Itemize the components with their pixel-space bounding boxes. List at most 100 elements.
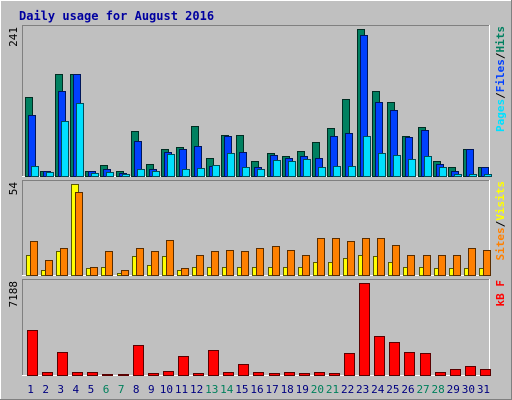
bar-kb-f-day-14 [223,372,234,376]
bar-kb-f-day-3 [57,352,68,376]
x-axis-labels: 1 2 3 4 5 6 7 8 9 10 11 12 13 14 15 16 17 18 19 20 21 22 23 24 2… [27,383,490,396]
bar-kb-f-day-6 [102,374,113,376]
x-tick-label-27: 27 [416,383,429,396]
panel-hits-files-pages: 241 Pages/Files/Hits [7,25,507,177]
bar-kb-f-day-26 [404,352,415,376]
panel-visits-sites: 54 Sites/Visits [7,180,507,276]
bar-sites-day-28 [438,255,446,276]
bar-kb-f-day-28 [435,372,446,376]
x-tick-label-14: 14 [220,383,234,396]
legend-separator: / [494,92,507,99]
bar-kb-f-day-20 [314,372,325,376]
bar-sites-day-29 [453,255,461,276]
bar-pages-day-30 [469,174,477,177]
legend-entry: Pages [494,99,507,132]
bar-kb-f-day-29 [450,369,461,376]
x-tick-label-24: 24 [371,383,385,396]
y-max-label: 241 [7,27,20,47]
bar-kb-f-day-31 [480,369,491,376]
legend-entry: Sites [494,227,507,260]
x-tick-label-6: 6 [103,383,110,396]
x-tick-label-5: 5 [88,383,95,396]
legend-entry: Files [494,59,507,92]
bar-sites-day-19 [302,255,310,276]
x-tick-label-9: 9 [148,383,155,396]
bar-sites-day-24 [377,238,385,276]
x-tick-label-26: 26 [401,383,414,396]
legend-separator: / [494,52,507,59]
chart-title: Daily usage for August 2016 [19,9,214,23]
bar-sites-day-25 [392,245,400,276]
bar-pages-day-25 [393,155,401,177]
bar-kb-f-day-13 [208,350,219,376]
bar-sites-day-11 [181,268,189,276]
x-tick-label-28: 28 [432,383,445,396]
bar-kb-f-day-12 [193,373,204,376]
x-tick-label-25: 25 [386,383,399,396]
x-tick-label-11: 11 [175,383,188,396]
bar-pages-day-18 [288,161,296,177]
legend-entry: Visits [494,181,507,221]
bar-pages-day-17 [273,160,281,177]
bar-sites-day-22 [347,241,355,276]
bar-pages-day-6 [106,172,114,177]
bar-kb-f-day-30 [465,366,476,376]
bar-sites-day-12 [196,255,204,276]
bar-kb-f-day-23 [359,283,370,376]
bar-sites-day-2 [45,260,53,276]
bar-sites-day-1 [30,241,38,276]
bar-pages-day-12 [197,168,205,177]
bar-kb-f-day-1 [27,330,38,376]
bar-pages-day-19 [303,159,311,177]
bar-sites-day-10 [166,240,174,276]
bar-kb-f-day-16 [253,372,264,376]
bar-pages-day-28 [439,167,447,177]
bar-sites-day-14 [226,250,234,276]
panel-legend: kB F [494,280,507,307]
bar-pages-day-3 [61,121,69,177]
bar-pages-day-8 [137,169,145,177]
bar-pages-day-23 [363,136,371,177]
bar-sites-day-7 [121,270,129,276]
bar-pages-day-13 [212,165,220,177]
bar-sites-day-4 [75,192,83,276]
x-tick-label-10: 10 [160,383,173,396]
x-tick-label-13: 13 [205,383,218,396]
bar-sites-day-20 [317,238,325,276]
panel-kbf: 7188 kB F [7,279,507,376]
y-max-label: 7188 [7,281,20,308]
bar-sites-day-8 [136,248,144,276]
bar-sites-day-17 [272,246,280,276]
bar-files-day-30 [466,149,474,177]
bar-kb-f-day-10 [163,371,174,376]
bar-pages-day-14 [227,153,235,177]
legend-entry: kB F [494,280,507,307]
bar-pages-day-20 [318,167,326,177]
bar-kb-f-day-4 [72,372,83,376]
bar-kb-f-day-18 [284,372,295,376]
x-tick-label-19: 19 [296,383,309,396]
bar-pages-day-26 [408,159,416,177]
bar-sites-day-6 [105,251,113,276]
bar-kb-f-day-17 [269,373,280,376]
panel-area [22,279,490,376]
bar-sites-day-5 [90,267,98,276]
x-tick-label-3: 3 [57,383,64,396]
bar-sites-day-13 [211,251,219,276]
x-tick-label-23: 23 [356,383,369,396]
bar-sites-day-21 [332,238,340,276]
x-tick-label-30: 30 [462,383,475,396]
bar-pages-day-27 [424,156,432,177]
x-tick-label-18: 18 [281,383,294,396]
bar-pages-day-2 [46,172,54,177]
bar-kb-f-day-5 [87,372,98,376]
panel-legend: Pages/Files/Hits [494,26,507,132]
bar-kb-f-day-8 [133,345,144,376]
x-tick-label-17: 17 [265,383,278,396]
bar-kb-f-day-27 [420,353,431,376]
bar-kb-f-day-21 [329,373,340,376]
x-tick-label-4: 4 [73,383,80,396]
bar-sites-day-26 [407,255,415,276]
bar-kb-f-day-7 [118,374,129,376]
